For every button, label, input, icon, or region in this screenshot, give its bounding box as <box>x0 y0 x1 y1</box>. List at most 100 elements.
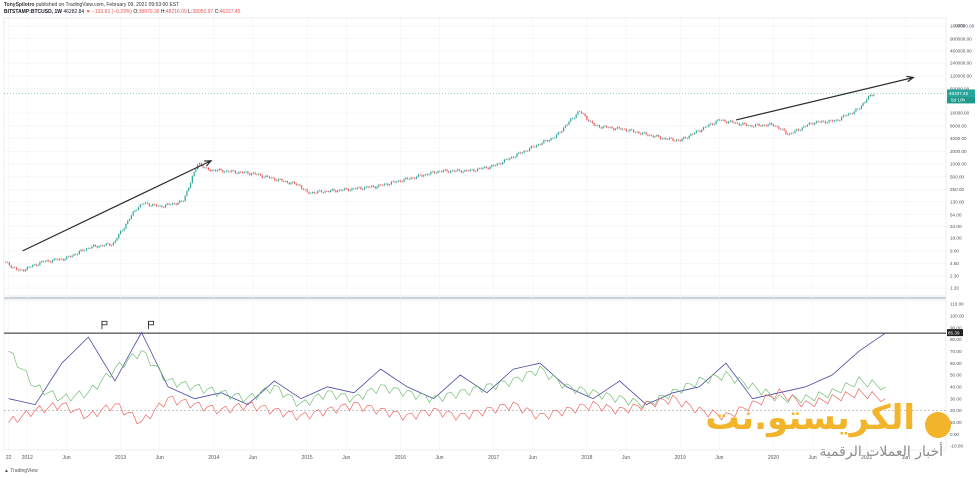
candle-body <box>387 183 389 186</box>
oscillator-pane[interactable] <box>4 320 946 425</box>
candle-body <box>161 205 163 208</box>
candle-body <box>134 210 136 212</box>
candle-body <box>507 159 509 160</box>
candle-body <box>225 170 228 172</box>
tradingview-footer[interactable]: ▲ TradingView <box>4 468 38 474</box>
axis-unit-label: USD <box>955 23 965 28</box>
candle-body <box>148 203 150 206</box>
candle-body <box>254 172 256 175</box>
last-price-tag-text: 46337.45 <box>949 91 969 96</box>
candle-body <box>64 259 66 261</box>
candle-body <box>78 250 80 255</box>
candle-body <box>328 191 330 192</box>
candle-body <box>801 127 803 131</box>
candle-body <box>319 190 321 191</box>
candle-body <box>297 184 299 186</box>
candle-body <box>866 99 868 103</box>
price-tick-label: 130.00 <box>950 199 964 204</box>
candle-body <box>821 120 823 123</box>
candle-body <box>143 203 145 205</box>
candle-body <box>715 120 717 124</box>
publish-header: TonySpilotro published on TradingView.co… <box>4 2 179 8</box>
candle-body <box>256 174 258 175</box>
candle-body <box>598 125 601 128</box>
candle-body <box>636 131 638 133</box>
candle-body <box>545 140 547 141</box>
candle-body <box>189 182 192 188</box>
candle-body <box>442 170 445 173</box>
candle-body <box>519 152 522 154</box>
candle-body <box>75 254 77 255</box>
time-tick-label: 22 <box>6 455 12 461</box>
osc-tick-label: 90.00 <box>950 325 962 330</box>
candle-body <box>742 122 744 125</box>
candle-body <box>60 258 62 260</box>
candle-body <box>231 170 233 172</box>
osc-level-tag-text: 85.39 <box>948 331 960 336</box>
candle-body <box>654 136 656 138</box>
candle-body <box>87 248 89 249</box>
candle-body <box>184 195 186 201</box>
candle-body <box>738 123 740 126</box>
candle-body <box>284 181 287 182</box>
candle-body <box>270 177 272 179</box>
candle-body <box>290 182 292 185</box>
osc-tick-label: -10.00 <box>950 444 963 449</box>
candle-body <box>154 204 156 205</box>
candle-body <box>259 173 262 176</box>
price-tick-label: 250.00 <box>950 187 964 192</box>
price-tick-label: 2000.00 <box>950 149 967 154</box>
candle-body <box>695 130 697 133</box>
candle-body <box>265 175 267 178</box>
osc-tick-label: 40.00 <box>950 384 962 389</box>
candle-body <box>224 171 226 173</box>
candle-body <box>335 190 337 193</box>
candle-body <box>227 170 229 172</box>
candle-body <box>749 125 751 126</box>
candle-body <box>717 119 719 121</box>
candle-body <box>697 130 699 132</box>
symbol-header: BITSTAMP:BTCUSD, 1W 46282.84 ▼ −133.63 (… <box>4 9 240 15</box>
candle-body <box>688 135 690 139</box>
candle-body <box>119 230 122 234</box>
candle-body <box>632 129 635 132</box>
osc-tick-label: 70.00 <box>950 349 962 354</box>
candle-body <box>478 168 480 169</box>
candle-body <box>215 169 217 172</box>
candle-body <box>514 156 516 158</box>
candle-body <box>582 113 584 114</box>
candle-body <box>354 188 357 190</box>
candle-body <box>283 181 285 182</box>
price-tick-label: 500.00 <box>950 174 964 179</box>
candle-body <box>121 230 123 231</box>
candle-body <box>105 243 107 246</box>
candle-body <box>41 261 43 263</box>
candle-body <box>216 170 219 172</box>
candle-body <box>76 254 79 255</box>
candle-body <box>164 204 167 208</box>
candle-body <box>376 186 378 189</box>
candle-body <box>803 126 805 128</box>
candle-body <box>333 189 335 191</box>
time-tick-label: Jun <box>809 455 817 461</box>
candle-body <box>559 132 561 133</box>
trend-arrow-head <box>906 75 915 83</box>
countdown-tag-text: 5d 10h <box>951 98 965 103</box>
candle-body <box>760 125 762 127</box>
candle-body <box>530 146 532 149</box>
candle-body <box>342 190 344 191</box>
candle-body <box>383 183 385 186</box>
candle-body <box>546 140 549 142</box>
candle-body <box>331 189 333 191</box>
candle-body <box>489 166 491 170</box>
candle-body <box>146 202 149 204</box>
candle-body <box>623 128 626 130</box>
candle-body <box>188 187 190 191</box>
candle-body <box>674 140 676 142</box>
candle-body <box>638 131 640 134</box>
price-pane[interactable] <box>4 75 946 273</box>
candle-body <box>247 171 249 174</box>
candle-body <box>494 165 497 167</box>
candle-body <box>855 108 857 112</box>
